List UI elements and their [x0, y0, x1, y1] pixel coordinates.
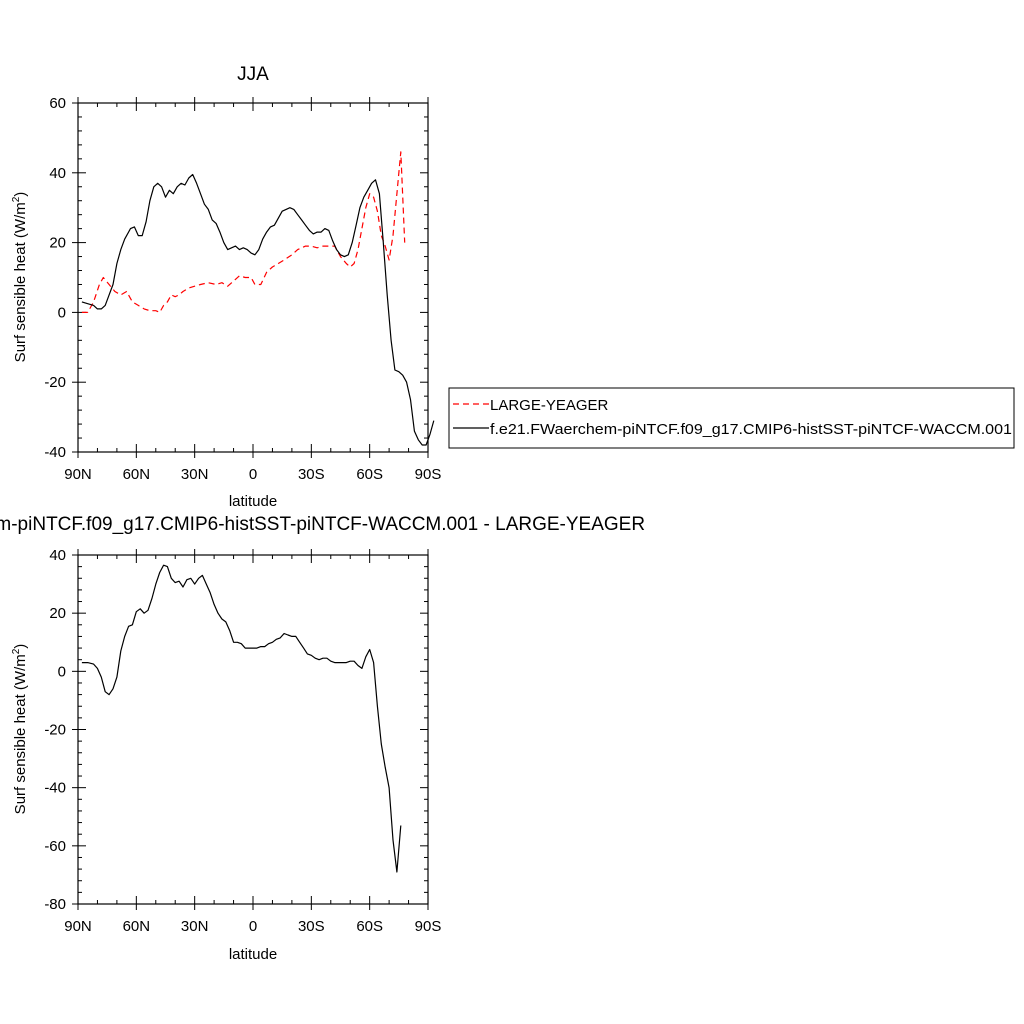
series-line-0 — [81, 564, 402, 873]
x-tick-label: 30S — [298, 466, 325, 483]
plot-frame — [77, 102, 429, 453]
legend-label-large-yeager: LARGE-YEAGER — [490, 397, 609, 414]
y-axis-label-text: Surf sensible heat (W/m — [12, 654, 29, 814]
x-tick-label: 0 — [249, 466, 257, 483]
y-axis-label-text: Surf sensible heat (W/m — [12, 202, 29, 362]
bottom-chart: f.e21.FWaerchem-piNTCF.f09_g17.CMIP6-his… — [0, 514, 645, 963]
x-tick-label: 60N — [123, 466, 151, 483]
y-axis-label: Surf sensible heat (W/m2) — [11, 192, 29, 363]
x-tick-label: 60S — [356, 918, 383, 935]
x-tick-label: 60N — [123, 918, 151, 935]
y-tick-label: -40 — [44, 444, 66, 461]
y-tick-label: 20 — [49, 235, 66, 252]
series-group — [81, 564, 402, 873]
y-axis-label-close: ) — [12, 192, 29, 197]
x-axis-ticks: 90N 60N 30N 0 30S 60S 90S — [64, 97, 441, 483]
y-tick-label: 40 — [49, 547, 66, 564]
y-tick-label: 0 — [58, 663, 66, 680]
y-tick-label: -20 — [44, 722, 66, 739]
x-tick-label: 60S — [356, 466, 383, 483]
x-axis-ticks: 90N 60N 30N 0 30S 60S 90S — [64, 549, 441, 935]
chart-title: JJA — [237, 64, 269, 85]
legend-box — [448, 387, 1015, 449]
y-tick-label: 60 — [49, 95, 66, 112]
series-group — [81, 151, 435, 446]
y-tick-label: -80 — [44, 896, 66, 913]
x-tick-label: 30S — [298, 918, 325, 935]
x-tick-label: 30N — [181, 918, 209, 935]
x-tick-label: 90S — [415, 918, 442, 935]
y-tick-label: -60 — [44, 838, 66, 855]
x-axis-label: latitude — [229, 946, 277, 963]
x-tick-label: 90N — [64, 466, 92, 483]
legend: LARGE-YEAGER f.e21.FWaerchem-piNTCF.f09_… — [448, 387, 1015, 449]
series-line-0 — [81, 151, 406, 313]
y-axis-label: Surf sensible heat (W/m2) — [11, 644, 29, 815]
y-tick-label: 40 — [49, 165, 66, 182]
y-axis-label-close: ) — [12, 644, 29, 649]
top-chart: JJA -40 -20 0 20 40 60 90N 60N 30N 0 30S 60S 90S la… — [11, 64, 441, 510]
legend-label-model: f.e21.FWaerchem-piNTCF.f09_g17.CMIP6-his… — [490, 421, 1012, 438]
y-tick-label: 0 — [58, 304, 66, 321]
series-line-1 — [81, 173, 435, 446]
y-axis-label-superscript: 2 — [11, 196, 22, 202]
plot-frame — [77, 554, 429, 905]
y-axis-ticks: -80 -60 -40 -20 0 20 40 — [44, 547, 428, 913]
y-tick-label: 20 — [49, 605, 66, 622]
x-axis-label: latitude — [229, 493, 277, 510]
y-tick-label: -40 — [44, 780, 66, 797]
chart-title: f.e21.FWaerchem-piNTCF.f09_g17.CMIP6-his… — [0, 514, 645, 535]
x-tick-label: 0 — [249, 918, 257, 935]
y-axis-label-superscript: 2 — [11, 648, 22, 654]
x-tick-label: 90S — [415, 466, 442, 483]
x-tick-label: 30N — [181, 466, 209, 483]
x-tick-label: 90N — [64, 918, 92, 935]
y-tick-label: -20 — [44, 374, 66, 391]
